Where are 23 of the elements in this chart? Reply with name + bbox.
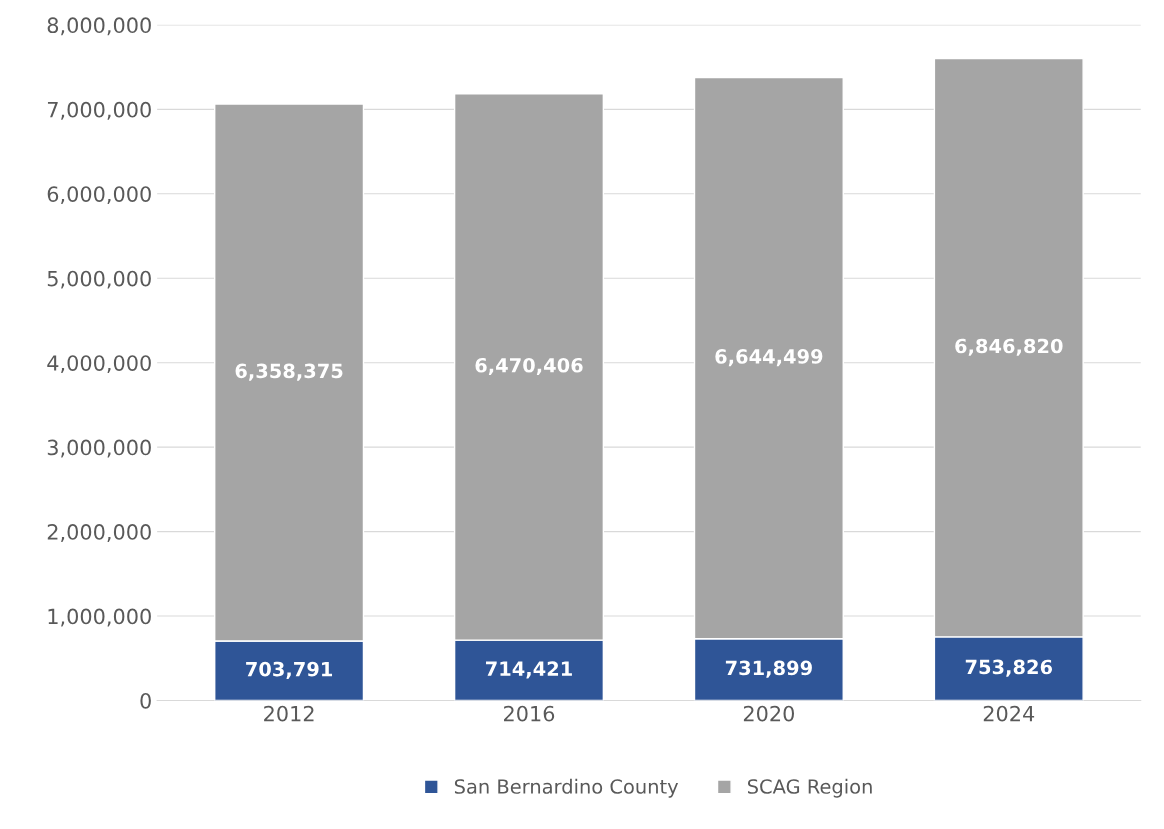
- data-label: 6,644,499: [715, 349, 823, 367]
- y-tick-label: 0: [140, 692, 151, 709]
- legend-label: San Bernardino County: [454, 778, 679, 798]
- legend-label: SCAG Region: [747, 778, 872, 798]
- y-tick-label: 3,000,000: [47, 439, 151, 458]
- data-label: 703,791: [246, 661, 333, 679]
- y-tick-label: 4,000,000: [47, 355, 151, 374]
- data-label: 753,826: [965, 659, 1053, 677]
- data-label: 6,470,406: [475, 357, 583, 376]
- y-tick-label: 1,000,000: [48, 608, 151, 627]
- data-label: 6,846,820: [955, 338, 1063, 356]
- x-tick-label: 2016: [504, 705, 555, 722]
- data-label: 6,358,375: [235, 363, 343, 381]
- data-label: 731,899: [725, 660, 812, 678]
- y-tick-label: 8,000,000: [47, 17, 151, 36]
- x-tick-label: 2012: [264, 705, 314, 722]
- data-label: 714,421: [486, 661, 572, 679]
- y-tick-label: 2,000,000: [47, 524, 151, 542]
- x-tick-label: 2024: [983, 705, 1035, 722]
- y-tick-label: 5,000,000: [47, 270, 151, 289]
- x-tick-label: 2020: [743, 705, 794, 722]
- y-tick-label: 7,000,000: [47, 101, 151, 120]
- y-tick-label: 6,000,000: [47, 186, 151, 205]
